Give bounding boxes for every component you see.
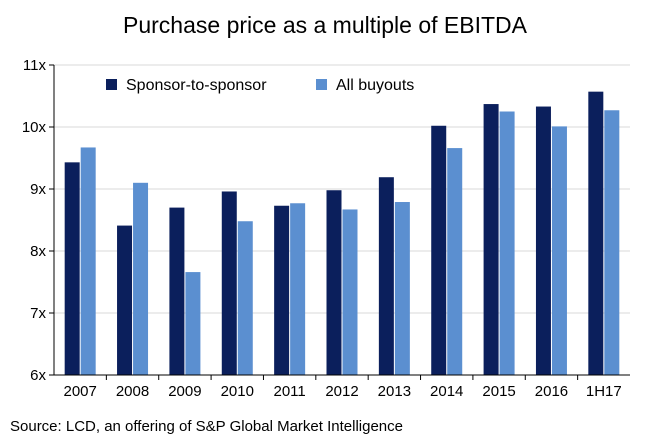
bar-sponsor-to-sponsor-1H17 <box>588 91 604 375</box>
x-tick-label: 2016 <box>535 383 568 400</box>
x-tick-label: 2010 <box>221 383 254 400</box>
bar-sponsor-to-sponsor-2013 <box>378 177 394 375</box>
bar-all-buyouts-2014 <box>447 148 463 375</box>
axes: 6x 7x 8x 9x 10x 11x 2007 2008 2009 2010 2011 2012 20… <box>22 57 630 400</box>
x-tick-label: 2014 <box>430 383 463 400</box>
bar-sponsor-to-sponsor-2010 <box>221 191 237 375</box>
bar-all-buyouts-2015 <box>499 111 515 375</box>
gridlines <box>54 64 630 314</box>
bar-all-buyouts-2016 <box>551 126 567 375</box>
chart-title: Purchase price as a multiple of EBITDA <box>123 12 527 38</box>
x-tick-label: 2015 <box>482 383 515 400</box>
bar-sponsor-to-sponsor-2015 <box>483 104 499 375</box>
legend: Sponsor-to-sponsor All buyouts <box>106 77 414 94</box>
y-tick-label: 8x <box>30 243 46 260</box>
legend-swatch <box>106 79 117 90</box>
bar-all-buyouts-2012 <box>342 209 358 375</box>
x-tick-label: 2011 <box>274 383 306 400</box>
legend-label: Sponsor-to-sponsor <box>126 77 267 94</box>
bar-sponsor-to-sponsor-2007 <box>64 162 80 375</box>
bar-all-buyouts-2010 <box>237 221 253 375</box>
y-tick-label: 10x <box>22 119 47 136</box>
bar-sponsor-to-sponsor-2016 <box>535 106 551 375</box>
y-tick-label: 7x <box>30 305 46 322</box>
bar-all-buyouts-2009 <box>185 272 201 375</box>
legend-swatch <box>316 79 327 90</box>
x-tick-label: 1H17 <box>586 383 622 400</box>
bar-all-buyouts-2008 <box>133 182 149 375</box>
y-tick-label: 6x <box>30 367 46 384</box>
bars <box>64 91 620 375</box>
bar-sponsor-to-sponsor-2011 <box>274 205 290 375</box>
x-tick-label: 2009 <box>168 383 201 400</box>
bar-all-buyouts-2011 <box>290 203 306 375</box>
x-tick-label: 2007 <box>63 383 96 400</box>
bar-all-buyouts-2013 <box>394 202 410 375</box>
bar-sponsor-to-sponsor-2008 <box>117 225 133 375</box>
bar-sponsor-to-sponsor-2009 <box>169 207 185 375</box>
bar-all-buyouts-1H17 <box>604 110 620 375</box>
source-note: Source: LCD, an offering of S&P Global M… <box>10 418 403 435</box>
y-tick-label: 11x <box>23 57 47 74</box>
x-tick-label: 2013 <box>378 383 411 400</box>
legend-label: All buyouts <box>336 77 414 94</box>
bar-sponsor-to-sponsor-2014 <box>431 125 447 375</box>
y-tick-label: 9x <box>30 181 46 198</box>
x-tick-label: 2008 <box>116 383 149 400</box>
bar-sponsor-to-sponsor-2012 <box>326 190 342 375</box>
x-tick-label: 2012 <box>325 383 358 400</box>
bar-all-buyouts-2007 <box>80 147 96 375</box>
